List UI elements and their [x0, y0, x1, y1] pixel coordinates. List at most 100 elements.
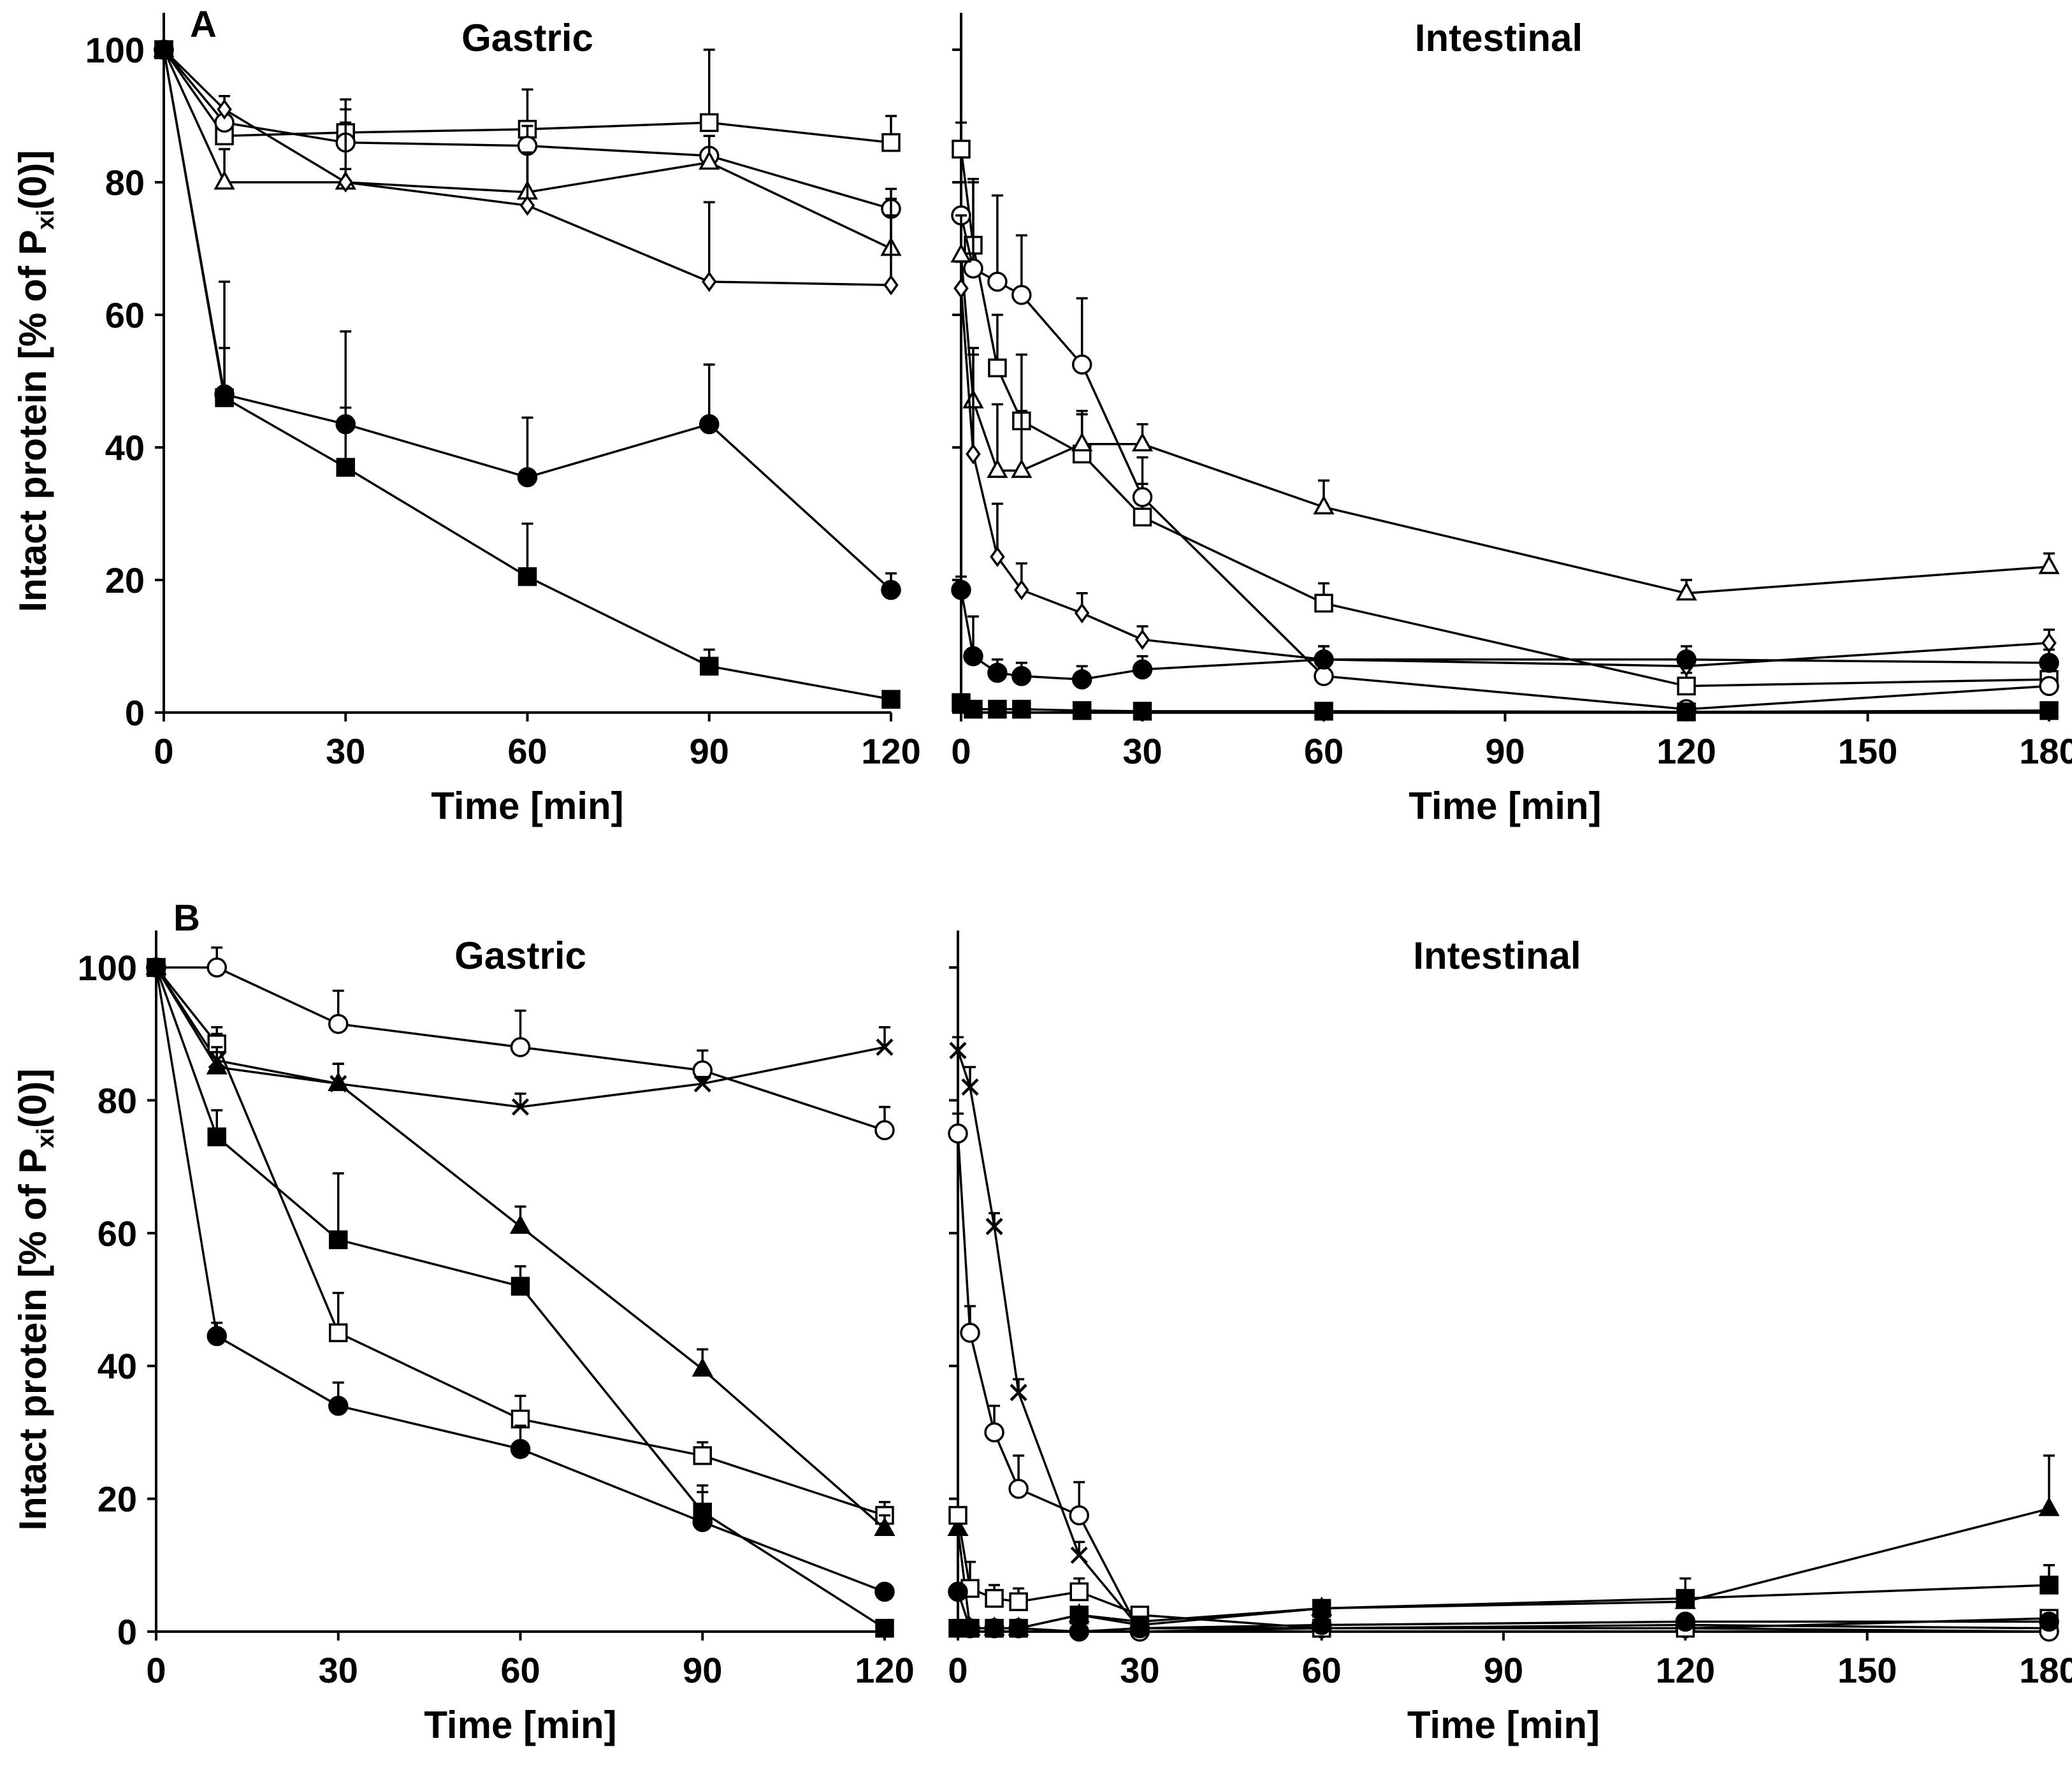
data-point-triangle-filled [947, 1516, 969, 1536]
data-point-square-filled [1069, 1605, 1089, 1625]
x-tick-label: 120 [855, 1650, 914, 1690]
x-tick-label: 30 [1120, 1650, 1159, 1690]
data-point-circle-filled [146, 957, 166, 978]
data-point-square-filled [700, 656, 719, 676]
x-tick-label: 120 [1656, 1650, 1715, 1690]
data-point-triangle-filled [692, 1357, 713, 1377]
y-tick-label: 20 [105, 560, 145, 600]
y-axis-label: Intact protein [% of Pxi(0)] [11, 1068, 59, 1530]
data-point-circle-open [2039, 676, 2059, 697]
data-point-circle-filled [1132, 659, 1153, 680]
data-point-square-filled [1072, 701, 1092, 720]
data-point-square-filled [215, 388, 234, 407]
data-point-circle-filled [963, 646, 983, 667]
series-square-filled [952, 693, 2059, 721]
data-point-diamond-open [701, 271, 717, 293]
y-tick-label: 80 [98, 1080, 137, 1120]
data-point-square-open [985, 1589, 1004, 1608]
series-line [163, 49, 892, 700]
data-point-square-filled [336, 458, 355, 477]
series-square-open [948, 1505, 2059, 1638]
data-point-square-open [881, 133, 901, 152]
data-point-cross [1070, 1546, 1088, 1564]
series-line [155, 967, 885, 1108]
data-point-circle-filled [1011, 666, 1032, 686]
data-point-circle-filled [987, 662, 1008, 683]
data-point-diamond-open [990, 546, 1005, 567]
x-axis-title: Time [min] [1407, 1704, 1600, 1746]
data-point-triangle-filled [206, 1055, 228, 1075]
data-point-square-open [952, 140, 971, 159]
y-axis-label-tail: (0)] [11, 1068, 54, 1127]
series-diamond-open [156, 39, 899, 296]
subplot-A-intestinal: 0 30 60 90 120 150 180 Time [min] Intestinal [950, 13, 2072, 827]
data-point-square-open [1314, 593, 1333, 613]
panel-letter: B [173, 897, 200, 939]
data-point-circle-open [963, 258, 983, 279]
x-axis-title: Time [min] [1409, 785, 1601, 827]
series-line [960, 288, 2050, 667]
data-point-circle-open [1011, 285, 1032, 305]
y-tick-label: 100 [85, 30, 145, 70]
x-tick-label: 60 [500, 1650, 540, 1690]
series-triangle-filled [947, 1454, 2060, 1636]
data-point-circle-filled [692, 1512, 713, 1532]
y-tick-label: 60 [105, 295, 145, 335]
data-point-circle-filled [1008, 1618, 1029, 1639]
y-axis-label-main: Intact protein [% of P [11, 1148, 54, 1531]
series-line [163, 48, 892, 144]
data-point-square-open [1133, 507, 1152, 526]
x-tick-label: 180 [2019, 1650, 2072, 1690]
data-point-circle-open [1132, 487, 1153, 507]
series-line [155, 967, 885, 1593]
y-axis-label: Intact protein [% of Pxi(0)] [11, 150, 59, 612]
x-tick-label: 120 [861, 731, 920, 771]
x-tick-label: 90 [1485, 731, 1525, 771]
data-point-triangle-open [1676, 581, 1697, 601]
x-tick-label: 30 [1122, 731, 1162, 771]
data-point-cross [1010, 1384, 1027, 1402]
series-line [155, 967, 885, 1630]
data-point-diamond-open [1074, 602, 1090, 624]
series-line [957, 1050, 2050, 1630]
data-point-triangle-filled [509, 1214, 532, 1234]
series-line [155, 967, 886, 1530]
data-point-circle-filled [1071, 669, 1092, 690]
series-line [957, 1515, 2050, 1630]
x-tick-label: 60 [507, 731, 547, 771]
data-point-circle-filled [699, 414, 720, 435]
data-point-square-filled [1676, 1589, 1695, 1608]
data-point-square-filled [1312, 1598, 1331, 1618]
y-tick-label: 40 [105, 428, 145, 468]
x-tick-label: 60 [1302, 1650, 1342, 1690]
x-tick-label: 90 [690, 731, 729, 771]
data-point-circle-filled [1675, 1611, 1696, 1632]
data-point-square-filled [518, 567, 537, 586]
data-point-cross [985, 1217, 1003, 1235]
data-point-square-filled [2039, 1576, 2059, 1595]
subplot-title: Gastric [454, 934, 586, 977]
data-point-square-open [1069, 1582, 1089, 1602]
y-axis-label-subscript: xi [33, 1128, 59, 1148]
data-point-cross [876, 1038, 894, 1056]
y-tick-label: 80 [105, 163, 145, 203]
data-point-triangle-open [1071, 432, 1093, 452]
data-point-triangle-filled [874, 1516, 895, 1536]
subplot-title: Intestinal [1413, 934, 1581, 977]
series-line [960, 215, 2050, 711]
series-line [960, 255, 2050, 595]
series-line [163, 48, 892, 286]
data-point-circle-filled [328, 1395, 349, 1416]
data-point-square-filled [329, 1230, 348, 1249]
data-point-diamond-open [953, 278, 969, 299]
series-line [960, 701, 2050, 713]
data-point-diamond-open [966, 444, 981, 465]
data-point-circle-filled [517, 467, 538, 488]
series-circle-filled [948, 1581, 2059, 1642]
panel-B: B Intact protein [% of Pxi(0)] 0 20 40 60 80 10… [11, 897, 2072, 1746]
data-point-square-filled [154, 40, 173, 59]
data-point-circle-filled [2039, 653, 2059, 673]
data-point-circle-open [874, 1120, 895, 1141]
series-circle-filled [146, 957, 895, 1602]
